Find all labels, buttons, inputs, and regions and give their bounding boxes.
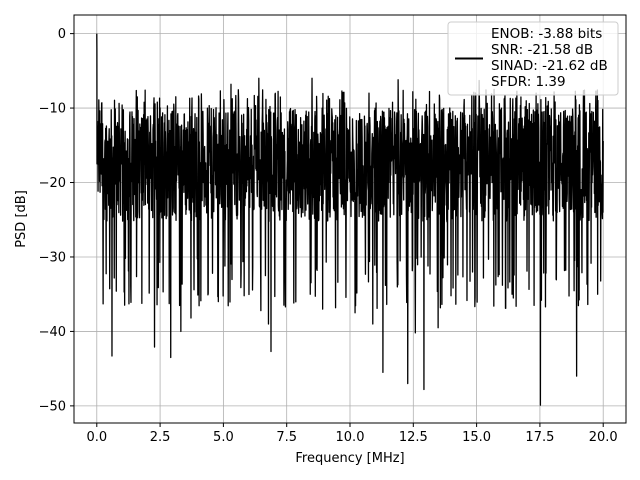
legend-enob: ENOB: -3.88 bits xyxy=(491,26,602,42)
x-tick-label: 17.5 xyxy=(525,430,554,445)
legend-box xyxy=(447,21,619,96)
plot-area xyxy=(96,33,604,406)
y-tick-label: −10 xyxy=(39,102,66,117)
y-tick-label: −50 xyxy=(39,399,66,414)
y-tick-label: 0 xyxy=(58,27,66,42)
x-tick-label: 12.5 xyxy=(399,430,428,445)
psd-series-line xyxy=(96,33,604,406)
x-tick-label: 7.5 xyxy=(276,430,297,445)
x-axis-ticks: 0.0 2.5 5.0 7.5 10.0 12.5 15.0 17.5 20.0 xyxy=(86,423,618,445)
y-axis-label: PSD [dB] xyxy=(14,190,29,248)
legend-snr: SNR: -21.58 dB xyxy=(491,42,593,58)
y-tick-label: −30 xyxy=(39,250,66,265)
legend-sfdr: SFDR: 1.39 xyxy=(491,74,566,90)
legend: ENOB: -3.88 bits SNR: -21.58 dB SINAD: -… xyxy=(447,21,619,96)
x-tick-label: 20.0 xyxy=(589,430,618,445)
x-tick-label: 15.0 xyxy=(462,430,491,445)
y-tick-label: −20 xyxy=(39,176,66,191)
legend-sinad: SINAD: -21.62 dB xyxy=(491,58,608,74)
x-tick-label: 5.0 xyxy=(213,430,234,445)
y-axis-ticks: 0 −10 −20 −30 −40 −50 xyxy=(39,27,74,414)
x-tick-label: 2.5 xyxy=(150,430,171,445)
x-axis-label: Frequency [MHz] xyxy=(295,451,404,466)
x-tick-label: 10.0 xyxy=(336,430,365,445)
y-tick-label: −40 xyxy=(39,325,66,340)
x-tick-label: 0.0 xyxy=(86,430,107,445)
